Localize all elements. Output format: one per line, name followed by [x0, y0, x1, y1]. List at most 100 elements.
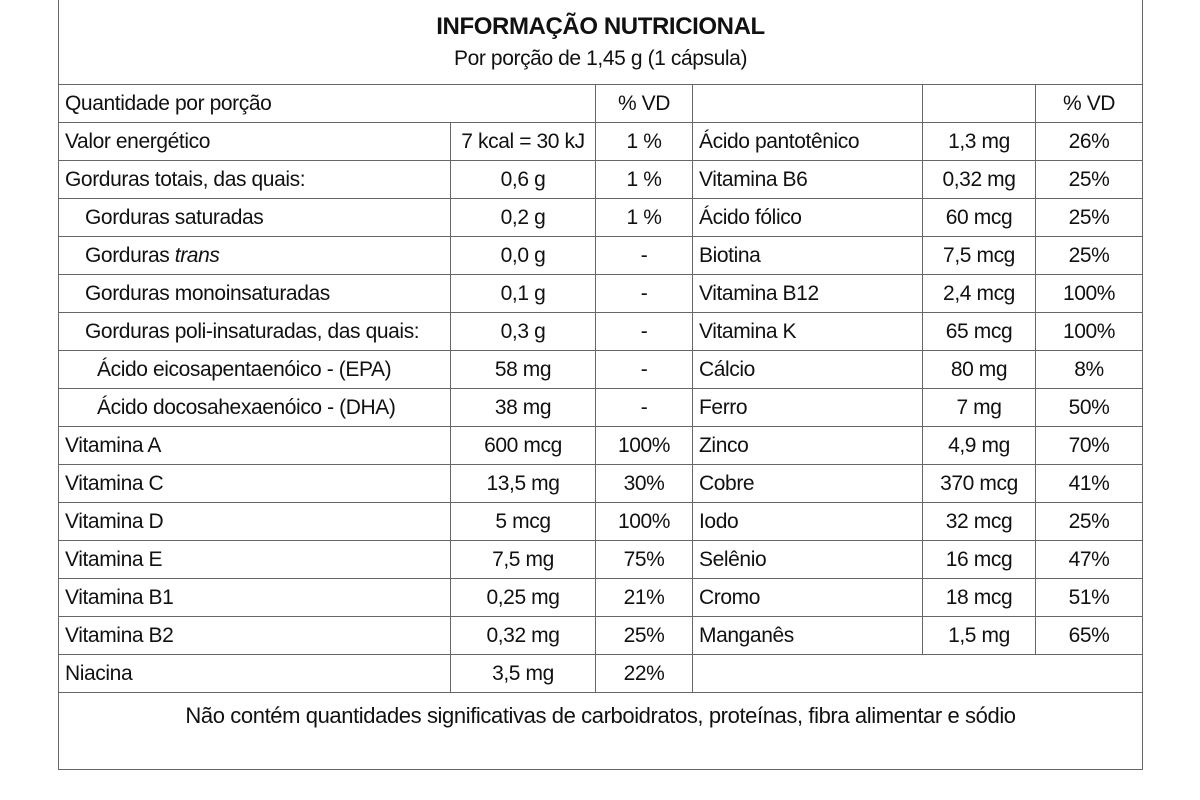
nutrient-dv: 100%: [1034, 312, 1144, 351]
nutrient-dv: 75%: [595, 540, 693, 579]
nutrient-name: Ácido eicosapentaenóico - (EPA): [58, 350, 451, 389]
nutrient-row: Vitamina C 13,5 mg 30% Cobre 370 mcg 41%: [58, 464, 1144, 503]
nutrient-dv: -: [595, 312, 693, 351]
title-row: INFORMAÇÃO NUTRICIONAL Por porção de 1,4…: [57, 0, 1144, 85]
footer-row: Não contém quantidades significativas de…: [57, 692, 1144, 770]
title-cell: INFORMAÇÃO NUTRICIONAL Por porção de 1,4…: [57, 0, 1144, 85]
nutrient-row: Gorduras poli-insaturadas, das quais: 0,3…: [58, 312, 1144, 351]
nutrient-amount: 0,25 mg: [450, 578, 596, 617]
nutrient-amount: 370 mcg: [922, 464, 1036, 503]
nutrient-row: Vitamina D 5 mcg 100% Iodo 32 mcg 25%: [58, 502, 1144, 541]
nutrient-amount: 0,2 g: [450, 198, 596, 237]
nutrition-panel: INFORMAÇÃO NUTRICIONAL Por porção de 1,4…: [57, 0, 1144, 770]
nutrient-row: Vitamina E 7,5 mg 75% Selênio 16 mcg 47%: [58, 540, 1144, 579]
nutrient-label: Gorduras monoinsaturadas: [85, 281, 330, 305]
nutrient-row: Vitamina B1 0,25 mg 21% Cromo 18 mcg 51%: [58, 578, 1144, 617]
subtitle: Por porção de 1,45 g (1 cápsula): [454, 47, 748, 70]
nutrient-dv: 25%: [595, 616, 693, 655]
nutrient-dv: 65%: [1034, 616, 1144, 655]
nutrient-amount: 0,3 g: [450, 312, 596, 351]
nutrient-amount: 65 mcg: [922, 312, 1036, 351]
nutrient-dv: 47%: [1034, 540, 1144, 579]
nutrition-table: INFORMAÇÃO NUTRICIONAL Por porção de 1,4…: [57, 0, 1144, 770]
nutrient-dv: 22%: [595, 654, 693, 693]
nutrient-label: Vitamina A: [65, 433, 162, 457]
nutrient-amount: 7,5 mcg: [922, 236, 1036, 275]
nutrient-amount: 13,5 mg: [450, 464, 596, 503]
nutrient-amount: 2,4 mcg: [922, 274, 1036, 313]
nutrient-dv: 50%: [1034, 388, 1144, 427]
nutrient-dv: 21%: [595, 578, 693, 617]
nutrient-name: Ácido pantotênico: [692, 122, 923, 161]
nutrient-name: Vitamina K: [692, 312, 923, 351]
nutrient-name: Vitamina B12: [692, 274, 923, 313]
header-row: Quantidade por porção % VD % VD: [58, 84, 1144, 123]
footer-note: Não contém quantidades significativas de…: [57, 692, 1144, 770]
nutrient-name: Gorduras totais, das quais:: [58, 160, 451, 199]
nutrient-name: Vitamina B1: [58, 578, 451, 617]
nutrient-label: Vitamina E: [65, 547, 163, 571]
nutrient-dv: 1 %: [595, 198, 693, 237]
nutrient-name: Vitamina E: [58, 540, 451, 579]
nutrient-name: Cobre: [692, 464, 923, 503]
nutrient-amount: 1,5 mg: [922, 616, 1036, 655]
nutrient-name: Vitamina A: [58, 426, 451, 465]
nutrient-amount: 16 mcg: [922, 540, 1036, 579]
nutrient-name: Zinco: [692, 426, 923, 465]
nutrient-amount: 1,3 mg: [922, 122, 1036, 161]
nutrient-dv: 25%: [1034, 236, 1144, 275]
nutrient-name: Vitamina D: [58, 502, 451, 541]
nutrient-amount: 18 mcg: [922, 578, 1036, 617]
nutrient-amount: 0,1 g: [450, 274, 596, 313]
nutrient-label: Gorduras: [85, 243, 170, 267]
nutrient-name: Ferro: [692, 388, 923, 427]
nutrient-name: Valor energético: [58, 122, 451, 161]
nutrient-label: Vitamina D: [65, 509, 164, 533]
nutrient-name: Selênio: [692, 540, 923, 579]
nutrient-label: Ácido eicosapentaenóico - (EPA): [97, 357, 392, 381]
nutrient-dv: -: [595, 274, 693, 313]
nutrient-amount: 7,5 mg: [450, 540, 596, 579]
nutrient-dv: 26%: [1034, 122, 1144, 161]
nutrient-row: Niacina 3,5 mg 22%: [58, 654, 1144, 693]
nutrient-dv: 51%: [1034, 578, 1144, 617]
nutrient-name: Vitamina C: [58, 464, 451, 503]
nutrient-dv: 8%: [1034, 350, 1144, 389]
nutrient-label-emphasis: trans: [174, 243, 220, 267]
title: INFORMAÇÃO NUTRICIONAL: [436, 13, 765, 40]
nutrient-amount: 80 mg: [922, 350, 1036, 389]
nutrient-amount: 0,6 g: [450, 160, 596, 199]
nutrient-label: Gorduras poli-insaturadas, das quais:: [85, 319, 420, 343]
header-cell: % VD: [595, 84, 693, 123]
header-cell: Quantidade por porção: [58, 84, 596, 123]
nutrient-row: Valor energético 7 kcal = 30 kJ 1 % Ácido p…: [58, 122, 1144, 161]
nutrient-name: Gorduras poli-insaturadas, das quais:: [58, 312, 451, 351]
nutrient-amount: 600 mcg: [450, 426, 596, 465]
nutrient-dv: 1 %: [595, 122, 693, 161]
nutrient-dv: 25%: [1034, 502, 1144, 541]
header-cell: % VD: [1034, 84, 1144, 123]
nutrient-amount: 58 mg: [450, 350, 596, 389]
nutrient-amount: 0,32 mg: [922, 160, 1036, 199]
nutrient-dv: 100%: [595, 426, 693, 465]
nutrient-amount: 3,5 mg: [450, 654, 596, 693]
nutrient-row: Vitamina B2 0,32 mg 25% Manganês 1,5 mg 65%: [58, 616, 1144, 655]
nutrient-name: Cromo: [692, 578, 923, 617]
nutrient-name: Vitamina B2: [58, 616, 451, 655]
empty-cell: [691, 654, 1144, 693]
nutrient-label: Vitamina B1: [65, 585, 174, 609]
nutrient-name: Gorduras trans: [58, 236, 451, 275]
nutrient-dv: 100%: [595, 502, 693, 541]
nutrient-dv: -: [595, 388, 693, 427]
nutrient-name: Vitamina B6: [692, 160, 923, 199]
nutrient-dv: 41%: [1034, 464, 1144, 503]
nutrient-amount: 7 kcal = 30 kJ: [450, 122, 596, 161]
nutrient-amount: 4,9 mg: [922, 426, 1036, 465]
nutrient-name: Biotina: [692, 236, 923, 275]
nutrient-label: Ácido docosahexaenóico - (DHA): [97, 395, 396, 419]
nutrient-amount: 5 mcg: [450, 502, 596, 541]
nutrient-amount: 7 mg: [922, 388, 1036, 427]
header-cell: [692, 84, 923, 123]
nutrient-amount: 38 mg: [450, 388, 596, 427]
nutrient-label: Vitamina C: [65, 471, 164, 495]
